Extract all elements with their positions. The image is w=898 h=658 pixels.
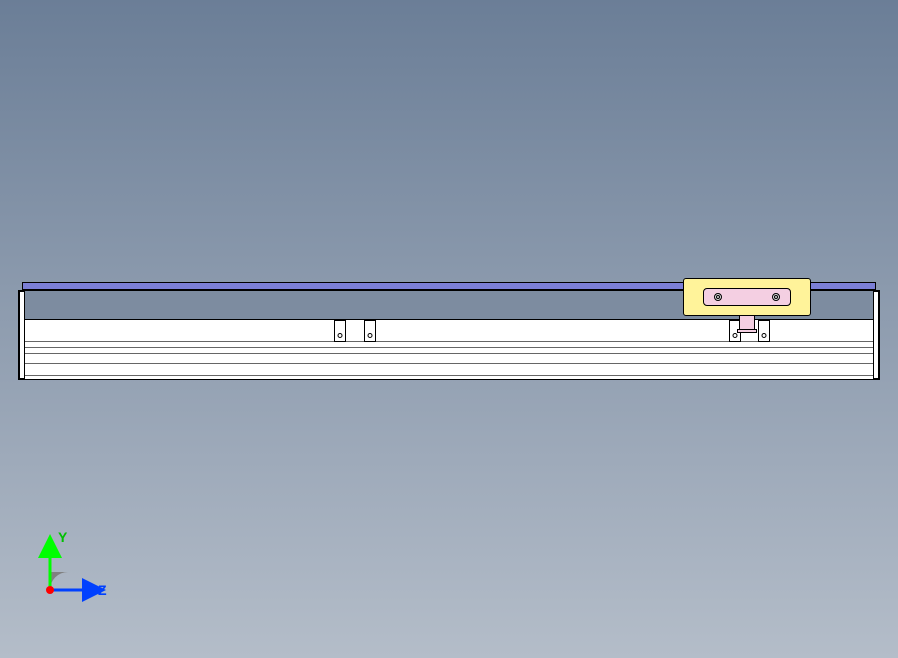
- bracket: [334, 320, 346, 342]
- carriage-hole: [772, 293, 780, 301]
- end-cap-right: [873, 291, 879, 379]
- bracket-hole: [338, 333, 343, 338]
- bracket-hole: [733, 333, 738, 338]
- groove: [25, 347, 873, 348]
- bracket: [758, 320, 770, 342]
- bracket-hole: [368, 333, 373, 338]
- rail-assembly: [18, 282, 880, 380]
- carriage-tab-foot: [737, 329, 757, 333]
- x-axis-dot: [46, 586, 54, 594]
- groove: [25, 375, 873, 376]
- y-axis-label: Y: [58, 529, 68, 545]
- bracket: [364, 320, 376, 342]
- groove: [25, 353, 873, 354]
- bracket-hole: [762, 333, 767, 338]
- axis-triad[interactable]: Y Z: [30, 528, 110, 608]
- groove: [25, 341, 873, 342]
- carriage-hole: [714, 293, 722, 301]
- z-axis-label: Z: [98, 582, 107, 598]
- groove: [25, 363, 873, 364]
- cad-viewport[interactable]: Y Z: [0, 0, 898, 658]
- carriage-tab: [739, 316, 755, 330]
- carriage: [683, 278, 811, 316]
- carriage-plate: [703, 288, 791, 306]
